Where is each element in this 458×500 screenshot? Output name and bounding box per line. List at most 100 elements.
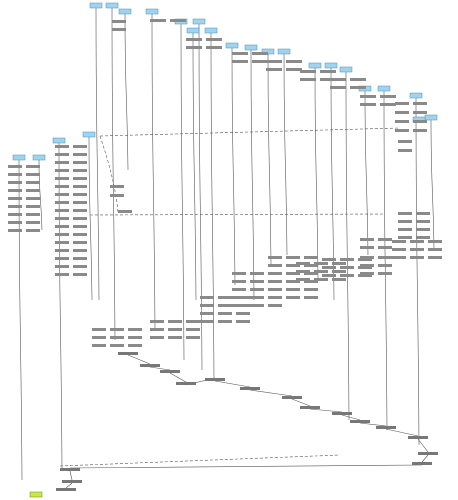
op-node (186, 320, 200, 323)
op-node (416, 236, 430, 239)
input-node (424, 114, 438, 121)
op-node (73, 201, 87, 204)
op-node (268, 272, 282, 275)
op-node (286, 296, 300, 299)
op-node (232, 296, 246, 299)
op-node (55, 273, 69, 276)
op-node (26, 213, 40, 216)
op-node (286, 60, 302, 63)
input-node (186, 27, 200, 34)
output-node (408, 436, 428, 439)
op-node (314, 270, 328, 273)
edge (95, 7, 100, 301)
op-node (110, 328, 124, 331)
op-node (378, 256, 392, 259)
input-node (377, 85, 391, 92)
input-node (118, 8, 132, 15)
op-node (286, 280, 300, 283)
op-node (304, 272, 318, 275)
op-node (55, 193, 69, 196)
final-node (29, 491, 43, 498)
input-node (409, 92, 423, 99)
op-node (150, 320, 164, 323)
edge (210, 32, 215, 381)
edge (415, 97, 420, 446)
op-node (206, 38, 222, 41)
input-node (145, 8, 159, 15)
op-node (286, 272, 300, 275)
op-node (112, 20, 126, 23)
op-node (314, 278, 328, 281)
op-node (8, 229, 22, 232)
op-node (8, 221, 22, 224)
output-node (62, 480, 82, 483)
op-node (8, 173, 22, 176)
output-node (376, 426, 396, 429)
op-node (250, 288, 264, 291)
op-node (55, 265, 69, 268)
edge (69, 470, 73, 481)
op-node (55, 177, 69, 180)
op-node (218, 304, 232, 307)
op-node (268, 288, 282, 291)
op-node (322, 274, 336, 277)
edge (359, 422, 387, 427)
op-node (398, 228, 412, 231)
op-node (168, 328, 182, 331)
op-node (168, 320, 182, 323)
op-node (73, 257, 87, 260)
op-node (304, 256, 318, 259)
op-node (55, 233, 69, 236)
edge (383, 90, 388, 431)
output-node (60, 468, 80, 471)
op-node (128, 344, 142, 347)
output-node (412, 462, 432, 465)
op-node (236, 320, 250, 323)
nodes (8, 2, 442, 498)
op-node (360, 272, 374, 275)
op-node (398, 220, 412, 223)
op-node (200, 296, 214, 299)
input-node (308, 62, 322, 69)
op-node (26, 205, 40, 208)
op-node (378, 264, 392, 267)
op-node (186, 336, 200, 339)
op-node (332, 262, 346, 265)
op-node (26, 229, 40, 232)
op-node (218, 296, 232, 299)
op-node (380, 103, 396, 106)
op-node (358, 274, 372, 277)
op-node (286, 68, 302, 71)
output-node (240, 387, 260, 390)
op-node (413, 129, 427, 132)
op-node (360, 95, 376, 98)
input-node (89, 2, 103, 9)
op-node (416, 220, 430, 223)
op-node (268, 296, 282, 299)
edge (149, 366, 171, 371)
edge (38, 159, 43, 231)
op-node (26, 181, 40, 184)
op-node (73, 193, 87, 196)
op-node (332, 270, 346, 273)
op-node (320, 78, 336, 81)
op-node (218, 320, 232, 323)
edge (180, 23, 185, 361)
edge (345, 71, 350, 421)
op-node (340, 266, 354, 269)
op-node (350, 78, 366, 81)
op-node (395, 102, 409, 105)
edge (69, 464, 423, 469)
input-node (204, 27, 218, 34)
op-node (296, 278, 310, 281)
op-node (296, 270, 310, 273)
edge (151, 13, 156, 331)
op-node (330, 86, 346, 89)
op-node (73, 265, 87, 268)
input-node (12, 154, 26, 161)
edge (330, 67, 335, 301)
edge (198, 23, 203, 371)
input-node (277, 48, 291, 55)
op-node (266, 60, 282, 63)
